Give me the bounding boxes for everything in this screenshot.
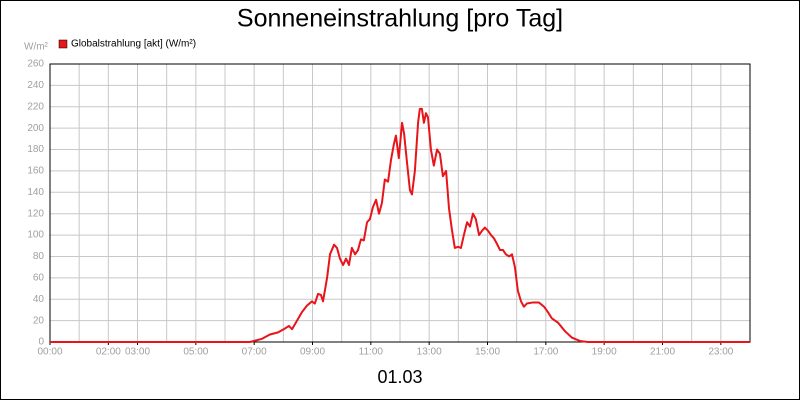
plot-border [49, 63, 751, 343]
y-tick-label: 40 [33, 294, 45, 305]
y-tick-label: 0 [38, 337, 44, 348]
x-tick-label: 15:00 [475, 347, 500, 358]
legend-swatch [58, 39, 68, 49]
chart-title: Sonneneinstrahlung [pro Tag] [237, 5, 563, 33]
y-tick-label: 200 [27, 123, 44, 134]
y-tick-label: 180 [27, 144, 44, 155]
x-tick-label: 05:00 [183, 347, 208, 358]
y-tick-label: 80 [33, 251, 45, 262]
y-tick-label: 260 [27, 59, 44, 70]
x-tick-label: 21:00 [650, 347, 675, 358]
y-tick-label: 100 [27, 230, 44, 241]
data-line [50, 107, 750, 343]
x-tick-label: 17:00 [533, 347, 558, 358]
y-tick-label: 120 [27, 208, 44, 219]
x-axis-label: 01.03 [377, 367, 422, 387]
x-tick-label: 23:00 [708, 347, 733, 358]
y-tick-label: 240 [27, 80, 44, 91]
x-tick-label: 00:00 [37, 347, 62, 358]
x-tick-label: 03:00 [125, 347, 150, 358]
legend-label: Globalstrahlung [akt] (W/m²) [71, 39, 196, 50]
x-tick-label: 09:00 [300, 347, 325, 358]
x-tick-label: 02:00 [96, 347, 121, 358]
x-tick-label: 19:00 [592, 347, 617, 358]
y-unit: W/m² [24, 42, 49, 53]
y-tick-label: 60 [33, 272, 45, 283]
x-tick-label: 07:00 [242, 347, 267, 358]
y-tick-label: 20 [33, 315, 45, 326]
y-tick-label: 140 [27, 187, 44, 198]
x-tick-label: 11:00 [359, 347, 384, 358]
y-tick-label: 160 [27, 166, 44, 177]
y-tick-label: 220 [27, 101, 44, 112]
x-tick-label: 13:00 [417, 347, 442, 358]
